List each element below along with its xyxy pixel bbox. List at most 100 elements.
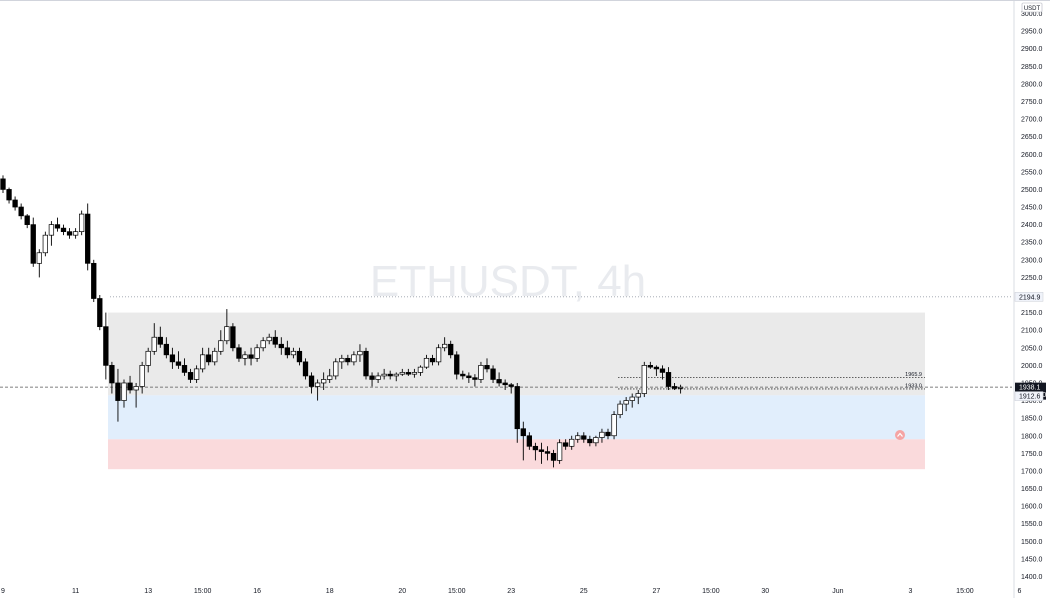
candle-body-up xyxy=(599,431,605,438)
candle xyxy=(266,333,272,345)
candle-body-up xyxy=(629,396,635,401)
candle xyxy=(593,435,599,447)
candle-body-up xyxy=(556,442,563,461)
supply-zone xyxy=(108,312,925,396)
candle-body-down xyxy=(66,231,73,236)
candle xyxy=(442,337,448,352)
candle xyxy=(85,203,91,271)
candle xyxy=(145,347,151,373)
candle-body-down xyxy=(405,372,411,375)
candle xyxy=(375,372,381,383)
y-tick-label: 2500.0 xyxy=(1021,187,1043,194)
candle-body-down xyxy=(532,445,539,451)
currency-label: USDT xyxy=(1021,2,1043,13)
candle xyxy=(581,432,587,443)
candle-body-down xyxy=(248,354,254,359)
candle-body-down xyxy=(0,178,6,190)
candle xyxy=(66,228,73,239)
y-tick-label: 2600.0 xyxy=(1021,152,1043,159)
candle xyxy=(526,432,532,450)
candle xyxy=(260,337,266,352)
upper-level-tag: 2194.9 xyxy=(1014,292,1044,302)
candle xyxy=(254,344,260,362)
candle-body-down xyxy=(103,326,109,366)
candle xyxy=(514,382,520,443)
y-tick-label: 1850.0 xyxy=(1021,416,1043,423)
candle-body-down xyxy=(581,435,587,440)
candle-body-up xyxy=(72,231,79,236)
candle xyxy=(641,361,647,398)
candle-body-up xyxy=(375,375,381,380)
candle xyxy=(78,210,85,236)
y-tick-label: 1800.0 xyxy=(1021,433,1043,440)
candle-body-down xyxy=(175,361,182,366)
candle-body-up xyxy=(218,340,224,352)
candle xyxy=(472,374,478,387)
candle xyxy=(206,347,212,366)
candle xyxy=(496,372,502,387)
candle-body-down xyxy=(562,442,569,447)
candle xyxy=(647,361,653,369)
candle xyxy=(629,393,635,408)
candle-body-down xyxy=(520,428,526,437)
candle xyxy=(193,365,200,383)
candle xyxy=(411,368,418,378)
candle xyxy=(6,187,12,204)
candle-body-down xyxy=(472,377,478,380)
candle xyxy=(200,347,206,373)
candle-body-down xyxy=(490,368,496,380)
candle-body-down xyxy=(85,213,91,264)
candle xyxy=(429,354,436,366)
candle-body-up xyxy=(677,386,684,389)
candle-body-down xyxy=(18,206,24,217)
y-tick-label: 1900.0 xyxy=(1021,398,1043,405)
candle xyxy=(284,340,290,359)
candle xyxy=(635,390,641,405)
candle xyxy=(550,449,557,468)
candle xyxy=(405,368,411,376)
candle xyxy=(599,428,605,443)
candle-body-down xyxy=(12,199,18,208)
candle xyxy=(605,428,611,440)
x-tick-label: 20 xyxy=(398,588,406,595)
candle-body-up xyxy=(333,361,339,377)
candle-body-up xyxy=(423,357,430,368)
candle-body-down xyxy=(230,326,236,349)
candle-body-down xyxy=(127,382,133,391)
candle xyxy=(30,217,36,267)
y-tick-label: 1450.0 xyxy=(1021,556,1043,563)
candle-body-down xyxy=(6,189,12,201)
y-tick-label: 2050.0 xyxy=(1021,345,1043,352)
candle xyxy=(157,326,163,348)
candle-body-down xyxy=(163,343,170,356)
candle xyxy=(653,365,660,376)
lower-price-tag-text: 1912.6 xyxy=(1019,394,1041,401)
candle xyxy=(163,337,170,359)
candle xyxy=(333,358,339,380)
x-tick-label: 18 xyxy=(326,588,334,595)
candle-body-up xyxy=(121,382,127,401)
candle-body-up xyxy=(399,372,405,375)
candle xyxy=(139,361,145,394)
candle xyxy=(127,375,133,394)
y-tick-label: 2300.0 xyxy=(1021,257,1043,264)
y-tick-label: 2700.0 xyxy=(1021,117,1043,124)
candle-body-down xyxy=(496,379,502,384)
alert-icon xyxy=(895,430,905,440)
y-tick-label: 2850.0 xyxy=(1021,64,1043,71)
candle-body-down xyxy=(54,224,61,229)
candle xyxy=(121,379,127,408)
candle xyxy=(569,435,575,450)
candle xyxy=(623,397,629,412)
candle-body-down xyxy=(109,365,115,384)
candle xyxy=(611,411,617,440)
candle-body-up xyxy=(224,326,230,342)
candle xyxy=(484,358,490,373)
y-tick-label: 2400.0 xyxy=(1021,222,1043,229)
candle xyxy=(544,446,551,461)
candle xyxy=(24,214,30,229)
candle xyxy=(387,370,393,380)
x-tick-label: 13 xyxy=(144,588,152,595)
